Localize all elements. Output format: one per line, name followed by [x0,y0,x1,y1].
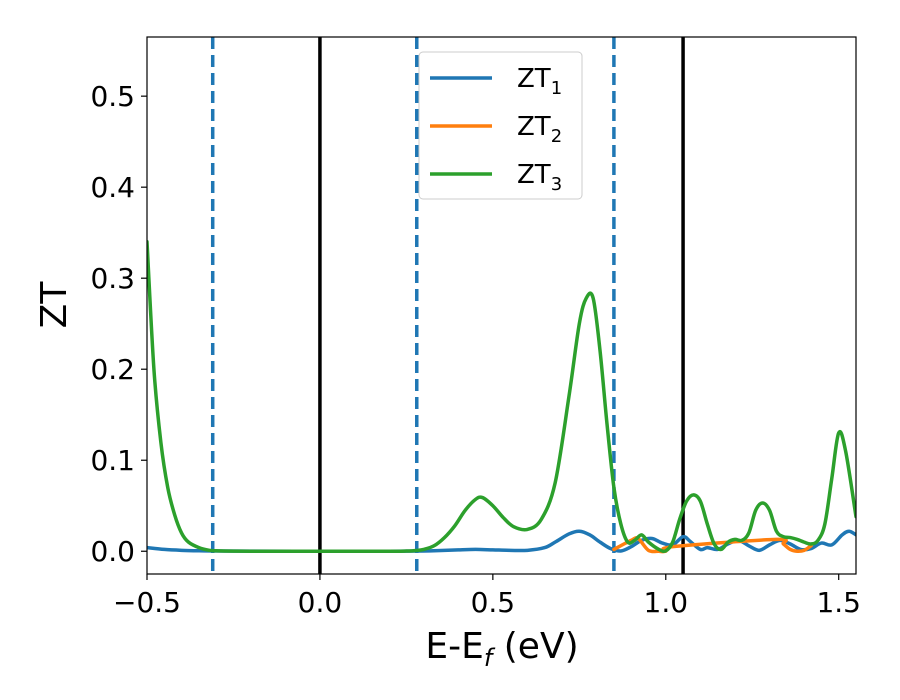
x-axis-title: E-Ef (eV) [425,626,578,672]
y-axis-ticks: 0.0 0.1 0.2 0.3 0.4 0.5 [90,80,147,568]
y-axis-title: ZT [34,281,75,329]
y-tick-label-1: 0.1 [90,444,135,477]
x-tick-label-0: −0.5 [113,586,181,619]
series-line-3 [147,240,856,554]
legend-label-2: ZT2 [517,112,562,147]
legend-box [418,51,583,200]
series-layer [147,240,856,554]
x-axis-ticks: −0.5 0.0 0.5 1.0 1.5 [113,574,861,619]
x-tick-label-2: 0.5 [471,586,516,619]
y-tick-label-2: 0.2 [90,353,135,386]
x-tick-label-4: 1.5 [816,586,861,619]
plot-frame [146,36,857,575]
x-tick-label-1: 0.0 [298,586,343,619]
reference-lines [210,37,685,574]
y-tick-label-3: 0.3 [90,262,135,295]
legend-label-1: ZT1 [517,64,562,99]
y-tick-label-5: 0.5 [90,80,135,113]
y-tick-label-0: 0.0 [90,535,135,568]
y-tick-label-4: 0.4 [90,171,135,204]
legend: ZT1 ZT2 ZT3 [418,51,583,200]
legend-label-3: ZT3 [517,160,562,195]
x-tick-label-3: 1.0 [644,586,689,619]
